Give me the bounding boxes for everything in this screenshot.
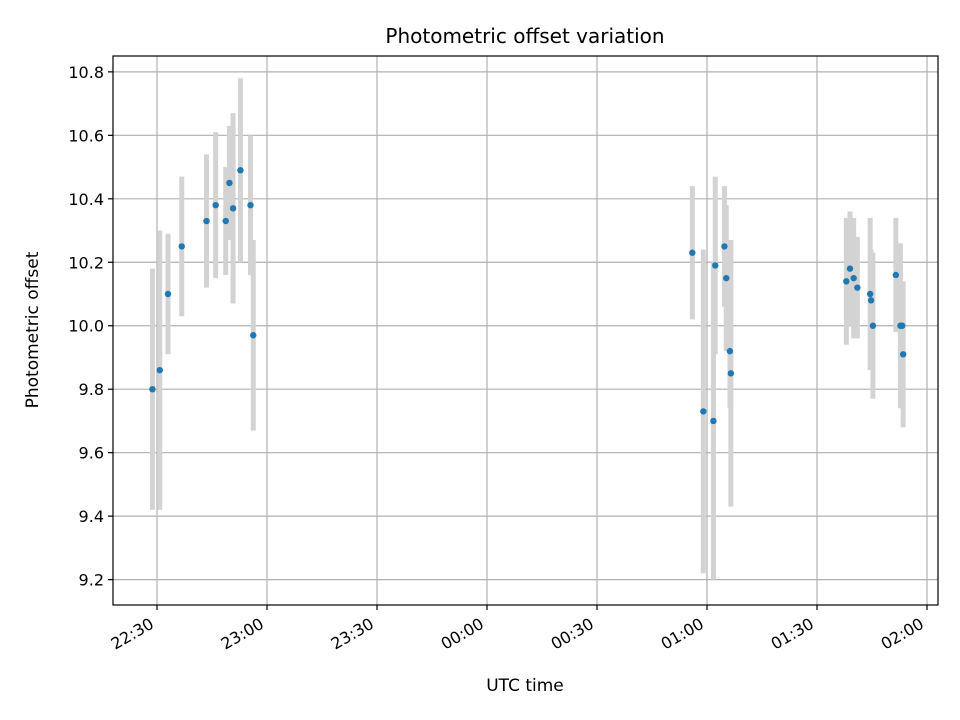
data-point: [689, 249, 696, 256]
y-tick-label: 10.0: [68, 317, 104, 336]
data-point: [854, 284, 861, 291]
data-point: [899, 322, 906, 329]
data-points: [149, 167, 907, 425]
y-axis-label: Photometric offset: [23, 251, 43, 408]
data-point: [247, 201, 254, 209]
x-tick-label: 00:00: [438, 614, 487, 654]
y-tick-label: 10.8: [68, 63, 104, 82]
data-point: [222, 217, 229, 225]
data-point: [899, 351, 907, 358]
y-axis-ticks: 9.2 9.4 9.6 9.8 10.0 10.2 10.4 10.6 10.8: [68, 63, 113, 590]
data-point: [712, 262, 719, 269]
x-axis-label: UTC time: [486, 676, 564, 696]
y-tick-label: 10.6: [68, 126, 104, 145]
data-point: [867, 297, 875, 304]
x-tick-label: 22:30: [108, 614, 157, 654]
data-point: [212, 201, 219, 209]
data-point: [237, 167, 244, 174]
data-point: [710, 417, 717, 425]
data-point: [723, 274, 730, 282]
data-point: [727, 370, 735, 377]
data-point: [892, 271, 900, 279]
data-point: [700, 408, 707, 415]
y-tick-label: 10.2: [68, 253, 104, 272]
data-point: [250, 332, 257, 339]
data-point: [866, 290, 874, 298]
x-tick-label: 01:30: [768, 614, 817, 654]
data-point: [843, 278, 850, 285]
y-tick-label: 10.4: [68, 190, 104, 209]
x-tick-label: 01:00: [658, 614, 707, 654]
plot-frame: [112, 55, 939, 606]
data-point: [164, 290, 172, 298]
data-point: [726, 347, 734, 355]
grid: [113, 56, 938, 605]
x-tick-label: 23:30: [328, 614, 377, 654]
data-point: [850, 274, 857, 282]
y-tick-label: 9.6: [79, 444, 104, 463]
x-tick-label: 23:00: [218, 614, 267, 654]
data-point: [846, 265, 854, 272]
x-tick-label: 02:00: [878, 614, 927, 654]
error-bars: [149, 78, 906, 580]
x-axis-ticks: 22:30 23:00 23:30 00:00 00:30 01:00 01:30 02:00: [108, 605, 928, 654]
x-tick-label: 00:30: [548, 614, 597, 654]
data-point: [203, 217, 210, 225]
data-point: [229, 205, 237, 212]
y-tick-label: 9.8: [79, 380, 104, 399]
data-point: [178, 243, 185, 250]
data-point: [226, 179, 233, 187]
data-point: [149, 386, 156, 393]
data-point: [721, 243, 728, 250]
data-point: [869, 322, 877, 329]
y-tick-label: 9.4: [79, 507, 104, 526]
y-tick-label: 9.2: [79, 571, 104, 590]
chart-title: Photometric offset variation: [385, 24, 664, 48]
data-point: [156, 366, 163, 374]
